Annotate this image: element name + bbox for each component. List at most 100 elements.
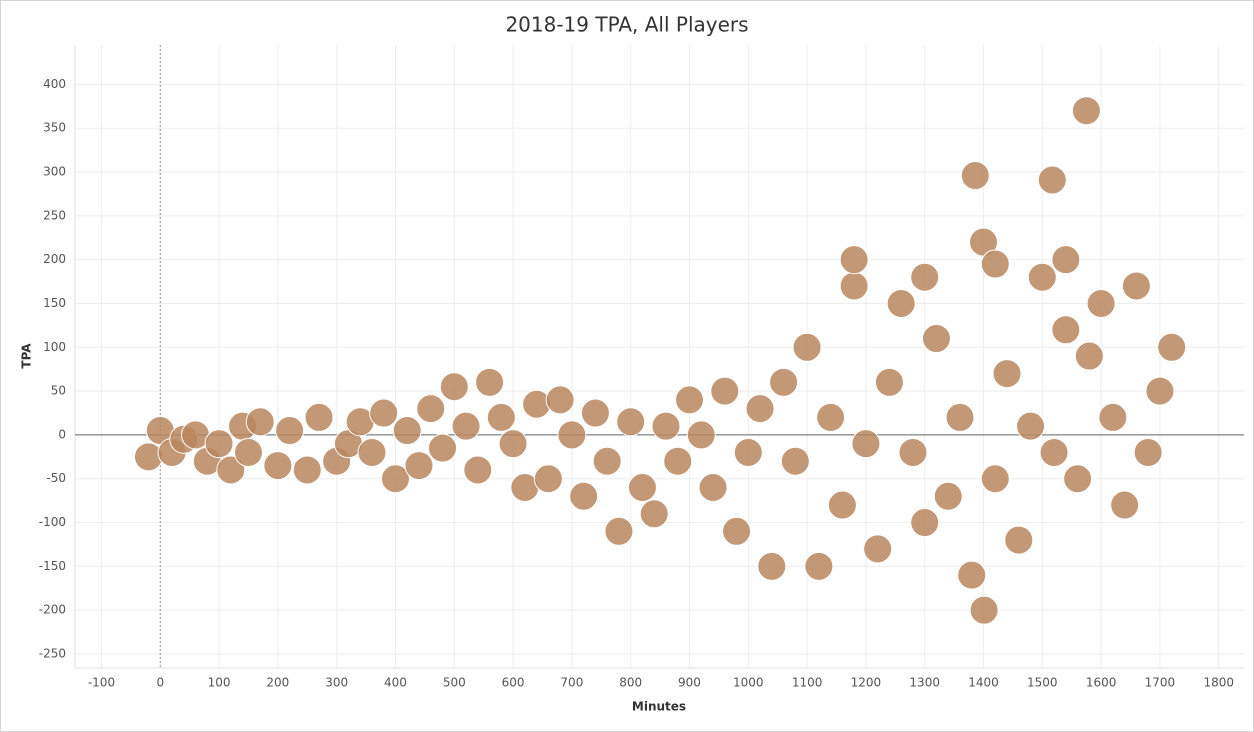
x-tick-label: 400	[384, 676, 407, 690]
x-tick-label: 300	[325, 676, 348, 690]
point	[1086, 288, 1116, 318]
point	[1098, 402, 1128, 432]
point	[233, 437, 263, 467]
y-tick-label: 200	[43, 252, 66, 266]
point	[627, 472, 657, 502]
x-tick-label: 1800	[1203, 676, 1234, 690]
y-tick-label: 250	[43, 208, 66, 222]
point	[1071, 96, 1101, 126]
point	[722, 516, 752, 546]
point	[275, 416, 305, 446]
point	[980, 464, 1010, 494]
y-tick-label: 400	[43, 77, 66, 91]
x-tick-label: 600	[502, 676, 525, 690]
point	[792, 332, 822, 362]
point	[263, 451, 293, 481]
y-tick-label: -150	[39, 559, 66, 573]
point	[1157, 332, 1187, 362]
point	[1063, 464, 1093, 494]
x-tick-label: 1700	[1145, 676, 1176, 690]
point	[663, 446, 693, 476]
point	[451, 411, 481, 441]
point	[863, 534, 893, 564]
point	[557, 420, 587, 450]
point	[1027, 262, 1057, 292]
point	[957, 560, 987, 590]
x-tick-label: 1000	[733, 676, 764, 690]
x-tick-label: 700	[560, 676, 583, 690]
point	[745, 394, 775, 424]
point	[428, 433, 458, 463]
y-tick-label: -250	[39, 646, 66, 660]
x-axis-label: Minutes	[632, 700, 686, 714]
x-tick-label: 1100	[792, 676, 823, 690]
point	[827, 490, 857, 520]
x-tick-label: 500	[443, 676, 466, 690]
x-tick-label: 100	[208, 676, 231, 690]
point	[992, 359, 1022, 389]
point	[816, 402, 846, 432]
point	[945, 402, 975, 432]
point	[304, 402, 334, 432]
x-tick-label: 1500	[1027, 676, 1058, 690]
point	[769, 367, 799, 397]
point	[392, 416, 422, 446]
point	[686, 420, 716, 450]
point	[1110, 490, 1140, 520]
x-tick-label: 0	[156, 676, 164, 690]
point	[804, 551, 834, 581]
point	[910, 508, 940, 538]
point	[1037, 165, 1067, 195]
y-tick-label: 350	[43, 121, 66, 135]
point	[404, 451, 434, 481]
y-axis-label: TPA	[20, 343, 34, 369]
x-tick-label: 1400	[968, 676, 999, 690]
point	[486, 402, 516, 432]
point	[839, 245, 869, 275]
point	[651, 411, 681, 441]
point	[969, 595, 999, 625]
point	[780, 446, 810, 476]
y-tick-label: 300	[43, 165, 66, 179]
x-tick-label: 900	[678, 676, 701, 690]
point	[533, 464, 563, 494]
point	[851, 429, 881, 459]
x-tick-label: -100	[88, 676, 115, 690]
point	[910, 262, 940, 292]
point	[616, 407, 646, 437]
point	[216, 455, 246, 485]
point	[1074, 341, 1104, 371]
point	[439, 372, 469, 402]
point	[898, 437, 928, 467]
point	[1133, 437, 1163, 467]
x-tick-label: 1600	[1086, 676, 1117, 690]
point	[498, 429, 528, 459]
y-tick-label: -100	[39, 515, 66, 529]
point	[921, 324, 951, 354]
point	[416, 394, 446, 424]
point	[733, 437, 763, 467]
point	[1039, 437, 1069, 467]
point	[757, 551, 787, 581]
point	[674, 385, 704, 415]
point	[545, 385, 575, 415]
point	[874, 367, 904, 397]
point	[463, 455, 493, 485]
point	[639, 499, 669, 529]
point	[698, 472, 728, 502]
point	[380, 464, 410, 494]
point	[933, 481, 963, 511]
y-tick-label: -200	[39, 603, 66, 617]
point	[1051, 315, 1081, 345]
point	[569, 481, 599, 511]
x-tick-label: 1300	[909, 676, 940, 690]
point	[204, 429, 234, 459]
y-tick-label: 0	[58, 427, 66, 441]
point	[475, 367, 505, 397]
x-tick-label: 1200	[851, 676, 882, 690]
point	[980, 249, 1010, 279]
x-tick-label: 800	[619, 676, 642, 690]
point	[245, 407, 275, 437]
